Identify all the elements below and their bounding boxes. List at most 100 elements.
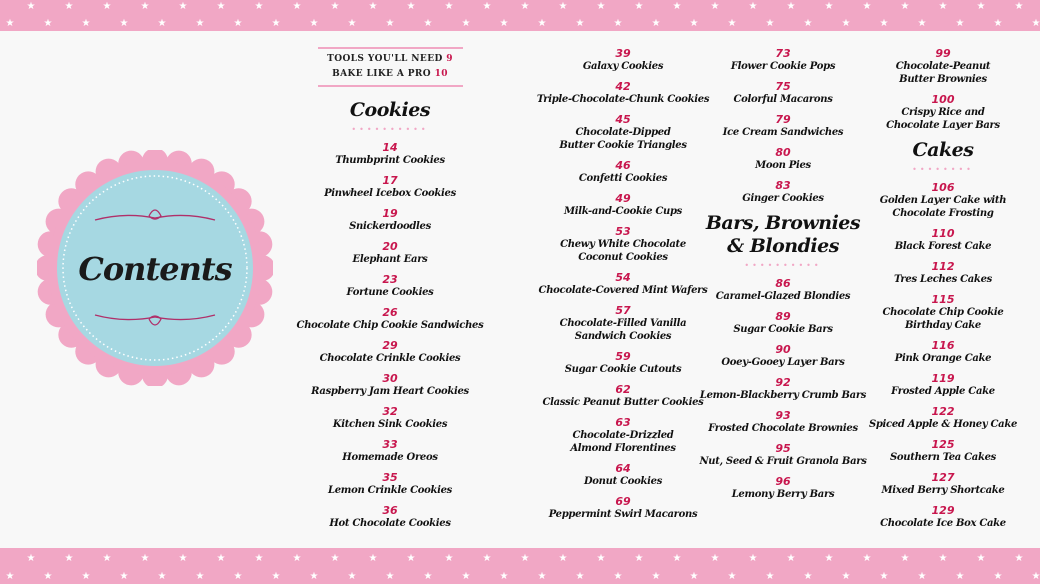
star-icon: ★ [901, 553, 910, 564]
toc-entry[interactable]: 39 Galaxy Cookies [523, 47, 723, 73]
toc-entry[interactable]: 42 Triple-Chocolate-Chunk Cookies [523, 80, 723, 106]
star-icon: ★ [445, 553, 454, 564]
toc-entry[interactable]: 62 Classic Peanut Butter Cookies [523, 383, 723, 409]
page-number: 90 [775, 343, 791, 356]
toc-column-3: 73 Flower Cookie Pops 75 Colorful Macarons 7… [683, 47, 883, 508]
toc-entry[interactable]: 89 Sugar Cookie Bars [683, 310, 883, 336]
entry-title: Pinwheel Icebox Cookies [324, 188, 456, 199]
toc-entry[interactable]: 122 Spiced Apple & Honey Cake [843, 405, 1040, 431]
front-matter-item[interactable]: TOOLS YOU'LL NEED 9 [327, 54, 453, 64]
toc-entry[interactable]: 26 Chocolate Chip Cookie Sandwiches [290, 306, 490, 332]
star-icon: ★ [825, 553, 834, 564]
entry-title: Flower Cookie Pops [730, 61, 836, 72]
toc-entry[interactable]: 112 Tres Leches Cakes [843, 260, 1040, 286]
toc-entry[interactable]: 30 Raspberry Jam Heart Cookies [290, 372, 490, 398]
toc-entry[interactable]: 69 Peppermint Swirl Macarons [523, 495, 723, 521]
toc-entry[interactable]: 32 Kitchen Sink Cookies [290, 405, 490, 431]
toc-entry[interactable]: 127 Mixed Berry Shortcake [843, 471, 1040, 497]
toc-entry[interactable]: 115 Chocolate Chip Cookie Birthday Cake [843, 293, 1040, 332]
entry-title: Crispy Rice and Chocolate Layer Bars [886, 107, 1000, 131]
toc-entry[interactable]: 14 Thumbprint Cookies [290, 141, 490, 167]
entry-title: Frosted Chocolate Brownies [708, 423, 858, 434]
toc-entry[interactable]: 36 Hot Chocolate Cookies [290, 504, 490, 530]
entry-title: Galaxy Cookies [582, 61, 664, 72]
star-icon: ★ [234, 18, 243, 29]
star-icon: ★ [407, 553, 416, 564]
toc-entry[interactable]: 99 Chocolate-Peanut Butter Brownies [843, 47, 1040, 86]
toc-entry[interactable]: 125 Southern Tea Cakes [843, 438, 1040, 464]
toc-entry[interactable]: 23 Fortune Cookies [290, 273, 490, 299]
entry-title: Triple-Chocolate-Chunk Cookies [536, 94, 710, 105]
page-title: Contents [78, 250, 232, 288]
star-icon: ★ [918, 18, 927, 29]
toc-entry[interactable]: 100 Crispy Rice and Chocolate Layer Bars [843, 93, 1040, 132]
page-number: 17 [382, 174, 398, 187]
page-number: 80 [775, 146, 791, 159]
page-number: 39 [615, 47, 631, 60]
toc-entry[interactable]: 54 Chocolate-Covered Mint Wafers [523, 271, 723, 297]
toc-entry[interactable]: 129 Chocolate Ice Box Cake [843, 504, 1040, 530]
star-icon: ★ [141, 553, 150, 564]
toc-entry[interactable]: 83 Ginger Cookies [683, 179, 883, 205]
toc-entry[interactable]: 46 Confetti Cookies [523, 159, 723, 185]
entry-title: Elephant Ears [352, 254, 428, 265]
toc-entry[interactable]: 17 Pinwheel Icebox Cookies [290, 174, 490, 200]
star-icon: ★ [293, 1, 302, 12]
toc-entry[interactable]: 90 Ooey-Gooey Layer Bars [683, 343, 883, 369]
toc-entry[interactable]: 75 Colorful Macarons [683, 80, 883, 106]
dot-divider: •••••••• [912, 165, 974, 174]
star-icon: ★ [939, 1, 948, 12]
star-icon: ★ [521, 1, 530, 12]
star-icon: ★ [614, 18, 623, 29]
toc-entry[interactable]: 53 Chewy White Chocolate Coconut Cookies [523, 225, 723, 264]
entry-title: Sugar Cookie Bars [733, 324, 833, 335]
star-icon: ★ [1032, 18, 1040, 29]
toc-entry[interactable]: 33 Homemade Oreos [290, 438, 490, 464]
star-icon: ★ [766, 18, 775, 29]
section-heading-bars: Bars, Brownies & Blondies [705, 212, 861, 257]
toc-entry[interactable]: 64 Donut Cookies [523, 462, 723, 488]
entry-title: Frosted Apple Cake [891, 386, 995, 397]
entry-title: Chocolate-Dipped Butter Cookie Triangles [559, 127, 687, 151]
star-icon: ★ [901, 1, 910, 12]
front-matter-item[interactable]: BAKE LIKE A PRO 10 [332, 69, 448, 79]
toc-entry[interactable]: 119 Frosted Apple Cake [843, 372, 1040, 398]
toc-entry[interactable]: 63 Chocolate-Drizzled Almond Florentines [523, 416, 723, 455]
entry-title: Classic Peanut Butter Cookies [542, 397, 704, 408]
toc-entry[interactable]: 35 Lemon Crinkle Cookies [290, 471, 490, 497]
toc-entry[interactable]: 20 Elephant Ears [290, 240, 490, 266]
star-icon: ★ [158, 571, 167, 582]
toc-entry[interactable]: 19 Snickerdoodles [290, 207, 490, 233]
toc-entry[interactable]: 45 Chocolate-Dipped Butter Cookie Triangl… [523, 113, 723, 152]
entry-title: Golden Layer Cake with Chocolate Frostin… [879, 195, 1007, 219]
entry-title: Lemony Berry Bars [731, 489, 835, 500]
toc-entry[interactable]: 57 Chocolate-Filled Vanilla Sandwich Cook… [523, 304, 723, 343]
page-number: 99 [935, 47, 951, 60]
star-icon: ★ [842, 571, 851, 582]
toc-entry[interactable]: 86 Caramel-Glazed Blondies [683, 277, 883, 303]
toc-entry[interactable]: 92 Lemon-Blackberry Crumb Bars [683, 376, 883, 402]
dot-divider: •••••••••• [744, 261, 822, 270]
toc-entry[interactable]: 110 Black Forest Cake [843, 227, 1040, 253]
entry-title: Fortune Cookies [346, 287, 434, 298]
toc-entry[interactable]: 49 Milk-and-Cookie Cups [523, 192, 723, 218]
toc-entry[interactable]: 116 Pink Orange Cake [843, 339, 1040, 365]
star-icon: ★ [500, 18, 509, 29]
star-icon: ★ [424, 18, 433, 29]
toc-entry[interactable]: 93 Frosted Chocolate Brownies [683, 409, 883, 435]
toc-entry[interactable]: 106 Golden Layer Cake with Chocolate Fros… [843, 181, 1040, 220]
toc-entry[interactable]: 29 Chocolate Crinkle Cookies [290, 339, 490, 365]
toc-entry[interactable]: 80 Moon Pies [683, 146, 883, 172]
page-number: 46 [615, 159, 631, 172]
toc-entry[interactable]: 79 Ice Cream Sandwiches [683, 113, 883, 139]
page-number: 30 [382, 372, 398, 385]
toc-entry[interactable]: 96 Lemony Berry Bars [683, 475, 883, 501]
page-number: 73 [775, 47, 791, 60]
entry-title: Moon Pies [755, 160, 811, 171]
toc-entry[interactable]: 73 Flower Cookie Pops [683, 47, 883, 73]
page-number: 110 [931, 227, 955, 240]
toc-entry[interactable]: 95 Nut, Seed & Fruit Granola Bars [683, 442, 883, 468]
star-icon: ★ [44, 18, 53, 29]
toc-entry[interactable]: 59 Sugar Cookie Cutouts [523, 350, 723, 376]
page-number: 26 [382, 306, 398, 319]
